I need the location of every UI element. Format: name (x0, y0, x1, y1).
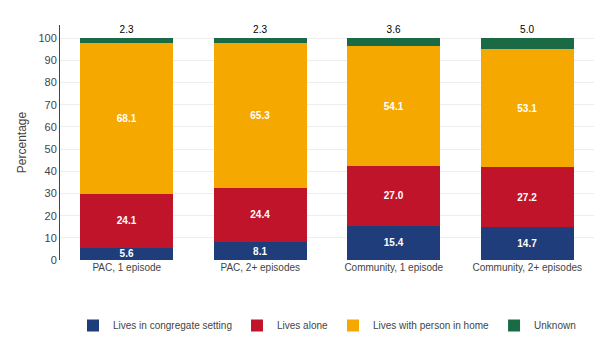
svg-text:14.7: 14.7 (517, 238, 537, 249)
svg-text:90: 90 (45, 54, 57, 66)
svg-text:5.6: 5.6 (120, 248, 134, 259)
svg-text:8.1: 8.1 (253, 246, 267, 257)
svg-text:15.4: 15.4 (384, 237, 404, 248)
svg-text:70: 70 (45, 99, 57, 111)
svg-text:54.1: 54.1 (384, 101, 404, 112)
svg-text:65.3: 65.3 (250, 110, 270, 121)
svg-text:Community, 1 episode: Community, 1 episode (344, 262, 443, 273)
svg-text:Percentage: Percentage (15, 111, 29, 173)
svg-text:3.6: 3.6 (387, 24, 401, 35)
svg-text:27.0: 27.0 (384, 190, 404, 201)
svg-text:Community, 2+ episodes: Community, 2+ episodes (472, 262, 582, 273)
svg-text:50: 50 (45, 143, 57, 155)
svg-text:Lives alone: Lives alone (277, 320, 328, 331)
svg-text:53.1: 53.1 (517, 103, 537, 114)
svg-text:68.1: 68.1 (117, 113, 137, 124)
svg-text:20: 20 (45, 210, 57, 222)
svg-text:100: 100 (38, 32, 56, 44)
svg-text:2.3: 2.3 (120, 24, 134, 35)
svg-text:0: 0 (51, 254, 57, 266)
svg-text:Lives in congregate setting: Lives in congregate setting (113, 320, 232, 331)
svg-text:PAC, 1 episode: PAC, 1 episode (92, 262, 161, 273)
svg-text:60: 60 (45, 121, 57, 133)
svg-text:24.1: 24.1 (117, 215, 137, 226)
svg-text:27.2: 27.2 (517, 192, 537, 203)
svg-text:Lives with person in home: Lives with person in home (373, 320, 489, 331)
svg-text:5.0: 5.0 (520, 24, 534, 35)
svg-text:40: 40 (45, 165, 57, 177)
svg-text:80: 80 (45, 76, 57, 88)
svg-text:24.4: 24.4 (250, 209, 270, 220)
svg-text:Unknown: Unknown (534, 320, 576, 331)
svg-text:2.3: 2.3 (253, 24, 267, 35)
svg-text:30: 30 (45, 187, 57, 199)
svg-text:10: 10 (45, 232, 57, 244)
svg-text:PAC, 2+ episodes: PAC, 2+ episodes (220, 262, 300, 273)
